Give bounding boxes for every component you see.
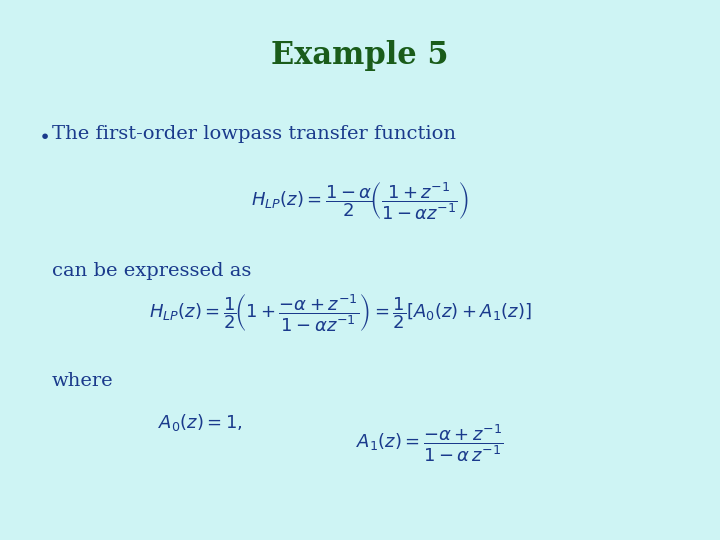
Text: $H_{LP}(z)=\dfrac{1}{2}\!\left(1+\dfrac{-\alpha+z^{-1}}{1-\alpha z^{-1}}\right)=: $H_{LP}(z)=\dfrac{1}{2}\!\left(1+\dfrac{… bbox=[149, 292, 531, 334]
Text: $A_1(z)=\dfrac{-\alpha+z^{-1}}{1-\alpha\,z^{-1}}$: $A_1(z)=\dfrac{-\alpha+z^{-1}}{1-\alpha\… bbox=[356, 422, 504, 464]
Text: Example 5: Example 5 bbox=[271, 40, 449, 71]
Text: $\bullet$: $\bullet$ bbox=[38, 125, 49, 144]
Text: can be expressed as: can be expressed as bbox=[52, 262, 251, 280]
Text: $A_0(z)=1,$: $A_0(z)=1,$ bbox=[158, 412, 243, 433]
Text: The first-order lowpass transfer function: The first-order lowpass transfer functio… bbox=[52, 125, 456, 143]
Text: $H_{LP}(z)=\dfrac{1-\alpha}{2}\!\left(\dfrac{1+z^{-1}}{1-\alpha z^{-1}}\right)$: $H_{LP}(z)=\dfrac{1-\alpha}{2}\!\left(\d… bbox=[251, 180, 469, 222]
Text: where: where bbox=[52, 372, 114, 390]
